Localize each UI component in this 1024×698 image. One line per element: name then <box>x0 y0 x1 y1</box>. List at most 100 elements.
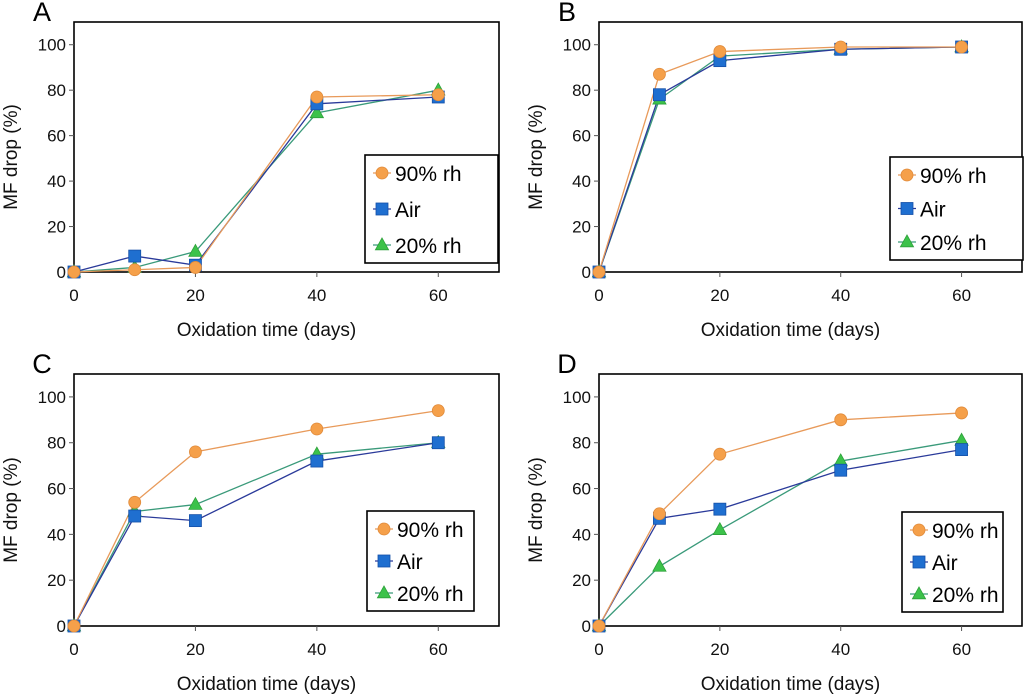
x-tick-label: 40 <box>307 286 326 305</box>
plot-frame <box>73 21 500 273</box>
y-tick-label: 80 <box>47 81 66 100</box>
y-tick-label: 20 <box>572 571 591 590</box>
data-point-90-rh <box>713 447 727 461</box>
y-tick-label: 60 <box>572 127 591 146</box>
data-point-90-rh <box>955 40 968 54</box>
y-tick-label: 0 <box>57 617 66 636</box>
panel-b: B 0 20 40 60 80 100 0 20 40 60 Oxidation time (days… <box>526 0 1024 341</box>
data-point-90-rh <box>653 67 666 81</box>
y-tick-label: 60 <box>47 480 66 499</box>
data-point-20-rh <box>188 496 203 510</box>
plot-frame <box>598 21 1023 273</box>
legend-item: 90% rh <box>910 520 999 543</box>
y-tick-label: 40 <box>572 525 591 544</box>
x-tick-label: 60 <box>952 640 971 659</box>
data-point-90-rh <box>431 404 445 418</box>
data-point-90-rh <box>653 507 666 521</box>
x-tick-label: 40 <box>831 286 850 305</box>
legend-label: 20% rh <box>932 584 999 607</box>
data-point-air <box>128 249 142 263</box>
legend-item: 90% rh <box>375 519 464 542</box>
data-point-air <box>653 88 666 102</box>
y-axis-label: MF drop (%) <box>526 104 547 210</box>
legend-marker-triangle-icon <box>376 585 392 599</box>
legend-item: Air <box>373 199 421 222</box>
x-tick-label: 60 <box>952 286 971 305</box>
y-tick-label: 40 <box>47 172 66 191</box>
data-point-90-rh <box>310 90 324 104</box>
data-point-90-rh <box>834 413 848 427</box>
y-tick-label: 40 <box>572 172 591 191</box>
legend-marker-square-icon <box>377 554 391 568</box>
legend-marker-triangle-icon <box>374 237 390 251</box>
data-point-air <box>955 443 968 457</box>
x-tick-label: 60 <box>429 640 448 659</box>
legend-marker-square-icon <box>900 202 914 215</box>
legend: 90% rh Air 20% rh <box>901 511 1004 613</box>
data-point-air <box>834 463 848 477</box>
x-tick-label: 40 <box>831 640 850 659</box>
legend: 90% rh Air 20% rh <box>366 510 475 612</box>
data-point-90-rh <box>128 263 142 277</box>
x-axis-label: Oxidation time (days) <box>177 674 357 695</box>
legend-item: 20% rh <box>373 235 462 258</box>
panel-letter: B <box>558 0 576 27</box>
x-tick-label: 0 <box>594 640 603 659</box>
legend-label: 90% rh <box>397 519 464 542</box>
y-tick-label: 100 <box>563 36 591 55</box>
y-axis-label: MF drop (%) <box>526 457 547 563</box>
y-tick-label: 20 <box>47 218 66 237</box>
legend-item: Air <box>375 551 423 574</box>
legend-label: 20% rh <box>395 235 462 258</box>
legend-marker-circle-icon <box>375 166 389 180</box>
legend-item: 90% rh <box>898 165 987 188</box>
y-tick-label: 20 <box>572 218 591 237</box>
panel-d: D 0 20 40 60 80 100 0 20 40 60 Oxidation time (days… <box>526 349 1023 695</box>
x-tick-label: 20 <box>186 286 205 305</box>
x-tick-label: 0 <box>69 286 78 305</box>
legend-item: 20% rh <box>910 584 999 607</box>
legend-marker-square-icon <box>375 202 389 216</box>
legend-label: 20% rh <box>920 232 987 255</box>
legend-item: Air <box>910 552 958 575</box>
data-point-90-rh <box>67 265 81 279</box>
x-tick-label: 20 <box>186 640 205 659</box>
y-tick-label: 0 <box>582 617 591 636</box>
legend-item: 90% rh <box>373 163 462 186</box>
data-point-90-rh <box>128 495 142 509</box>
data-point-air <box>310 454 324 468</box>
data-point-air <box>713 502 727 516</box>
legend-item: 20% rh <box>898 232 987 255</box>
legend-item: 20% rh <box>375 583 464 606</box>
legend-label: Air <box>932 552 958 575</box>
y-tick-label: 80 <box>572 434 591 453</box>
data-point-air <box>189 514 202 528</box>
x-axis-label: Oxidation time (days) <box>701 320 881 341</box>
y-tick-label: 40 <box>47 525 66 544</box>
y-tick-label: 100 <box>563 388 591 407</box>
legend-label: Air <box>397 551 423 574</box>
legend-label: 90% rh <box>932 520 999 543</box>
y-axis-label: MF drop (%) <box>1 457 22 563</box>
legend-marker-triangle-icon <box>911 586 927 600</box>
x-tick-label: 20 <box>710 640 729 659</box>
legend-label: Air <box>920 199 946 222</box>
legend-marker-square-icon <box>912 555 926 569</box>
data-point-90-rh <box>713 45 727 58</box>
legend-marker-circle-icon <box>912 523 926 537</box>
panel-letter: D <box>557 349 577 379</box>
y-tick-label: 100 <box>38 388 66 407</box>
data-point-90-rh <box>67 619 81 633</box>
y-tick-label: 20 <box>47 571 66 590</box>
legend: 90% rh Air 20% rh <box>889 156 1024 261</box>
legend-marker-triangle-icon <box>899 234 915 248</box>
data-point-20-rh <box>712 521 728 535</box>
data-point-20-rh <box>309 105 325 119</box>
legend-item: Air <box>898 199 946 222</box>
y-tick-label: 0 <box>57 263 66 282</box>
x-tick-label: 0 <box>594 286 603 305</box>
plot-frame <box>73 373 500 627</box>
x-axis-label: Oxidation time (days) <box>701 674 881 695</box>
data-point-90-rh <box>310 422 324 436</box>
